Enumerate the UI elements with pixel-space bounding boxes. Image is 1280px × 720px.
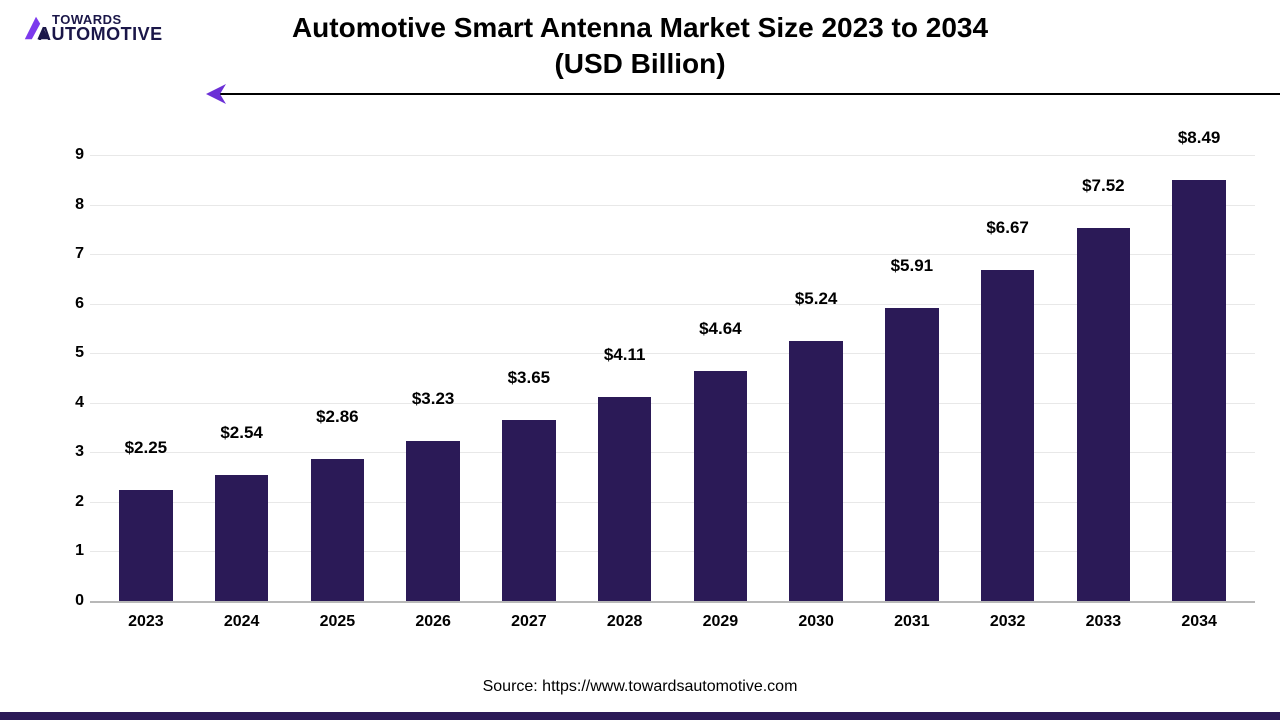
bar (406, 441, 460, 601)
x-tick-label: 2027 (481, 613, 577, 631)
chart-title: Automotive Smart Antenna Market Size 202… (0, 0, 1280, 83)
bar-slot: $4.64 (673, 155, 769, 601)
y-tick-label: 5 (60, 344, 84, 362)
footer-accent-bar (0, 712, 1280, 720)
title-line1: Automotive Smart Antenna Market Size 202… (292, 12, 988, 43)
y-tick-label: 8 (60, 196, 84, 214)
bar (598, 397, 652, 601)
bar-value-label: $6.67 (986, 218, 1029, 244)
x-tick-label: 2033 (1056, 613, 1152, 631)
x-tick-label: 2030 (768, 613, 864, 631)
x-tick-label: 2026 (385, 613, 481, 631)
arrow-left-icon (204, 82, 232, 106)
bar-slot: $6.67 (960, 155, 1056, 601)
x-tick-label: 2031 (864, 613, 960, 631)
y-tick-label: 7 (60, 245, 84, 263)
bar-slot: $2.54 (194, 155, 290, 601)
y-tick-label: 2 (60, 493, 84, 511)
bar-value-label: $2.25 (125, 438, 168, 464)
bar (119, 490, 173, 602)
logo-text: TOWARDS AUTOMOTIVE (52, 14, 163, 42)
plot-area: 0123456789$2.25$2.54$2.86$3.23$3.65$4.11… (90, 155, 1255, 603)
y-tick-label: 9 (60, 146, 84, 164)
x-tick-label: 2023 (98, 613, 194, 631)
y-tick-label: 3 (60, 443, 84, 461)
x-axis-labels: 2023202420252026202720282029203020312032… (90, 613, 1255, 631)
y-tick-label: 1 (60, 542, 84, 560)
bar-slot: $8.49 (1151, 155, 1247, 601)
x-tick-label: 2034 (1151, 613, 1247, 631)
title-line2: (USD Billion) (554, 48, 725, 79)
x-tick-label: 2028 (577, 613, 673, 631)
bar (215, 475, 269, 601)
title-divider (218, 93, 1280, 95)
logo-line2: AUTOMOTIVE (38, 26, 163, 42)
bar (885, 308, 939, 601)
bar (1077, 228, 1131, 601)
bar-value-label: $4.11 (604, 345, 646, 371)
x-tick-label: 2032 (960, 613, 1056, 631)
bar-chart: 0123456789$2.25$2.54$2.86$3.23$3.65$4.11… (55, 155, 1255, 631)
source-caption: Source: https://www.towardsautomotive.co… (0, 678, 1280, 696)
bar-value-label: $2.86 (316, 407, 359, 433)
bar-value-label: $3.23 (412, 389, 455, 415)
y-tick-label: 4 (60, 394, 84, 412)
bar-slot: $3.65 (481, 155, 577, 601)
bars-container: $2.25 $2.54 $2.86 $3.23 $3.65 $4.11 $4.64 $5.24… (90, 155, 1255, 601)
x-tick-label: 2029 (673, 613, 769, 631)
y-tick-label: 6 (60, 295, 84, 313)
bar (1172, 180, 1226, 601)
y-tick-label: 0 (60, 592, 84, 610)
x-tick-label: 2025 (290, 613, 386, 631)
bar-value-label: $5.91 (891, 256, 934, 282)
bar-slot: $4.11 (577, 155, 673, 601)
bar (981, 270, 1035, 601)
bar-value-label: $7.52 (1082, 176, 1125, 202)
bar (311, 459, 365, 601)
bar-value-label: $8.49 (1178, 128, 1221, 154)
bar-slot: $2.25 (98, 155, 194, 601)
bar (502, 420, 556, 601)
bar (694, 371, 748, 601)
bar-value-label: $4.64 (699, 319, 742, 345)
bar (789, 341, 843, 601)
x-tick-label: 2024 (194, 613, 290, 631)
bar-value-label: $5.24 (795, 289, 838, 315)
bar-value-label: $3.65 (508, 368, 551, 394)
brand-logo: TOWARDS AUTOMOTIVE (22, 14, 163, 42)
bar-slot: $5.24 (768, 155, 864, 601)
bar-slot: $5.91 (864, 155, 960, 601)
bar-slot: $3.23 (385, 155, 481, 601)
bar-value-label: $2.54 (220, 423, 263, 449)
bar-slot: $7.52 (1056, 155, 1152, 601)
bar-slot: $2.86 (290, 155, 386, 601)
